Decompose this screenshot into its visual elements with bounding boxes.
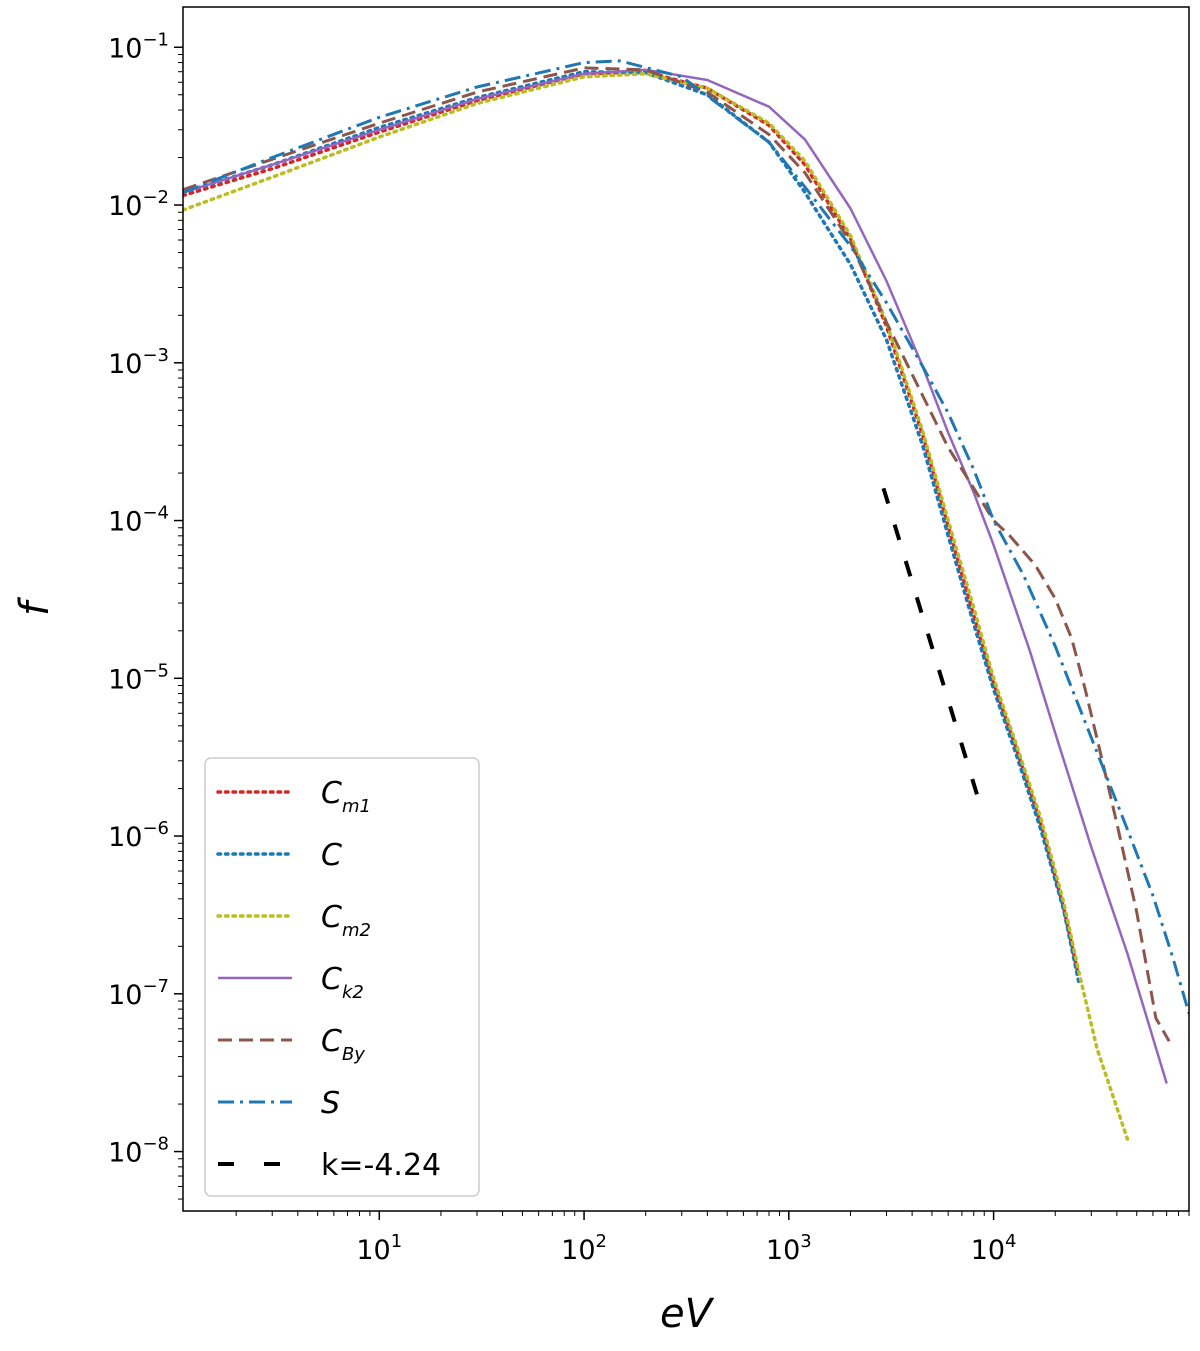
series-c-k2-3 <box>183 68 1168 1084</box>
y-tick-label: 10−5 <box>108 660 169 695</box>
y-axis-label: f <box>12 596 58 616</box>
x-tick-label: 101 <box>356 1231 402 1266</box>
y-tick-label: 10−1 <box>108 29 169 64</box>
legend-label: S <box>321 1086 340 1121</box>
y-tick-label: 10−2 <box>108 187 169 222</box>
y-tick-label: 10−8 <box>108 1134 169 1169</box>
series-c-by-4 <box>183 66 1171 1043</box>
legend-box <box>204 757 480 1197</box>
y-tick-label: 10−4 <box>108 503 169 538</box>
series-k-4-24-6 <box>881 487 984 809</box>
y-tick-label: 10−3 <box>108 345 169 380</box>
legend-label: Cm1 <box>321 776 371 817</box>
x-tick-label: 102 <box>561 1231 607 1266</box>
series-c-1 <box>183 69 1081 984</box>
series-c-m1-0 <box>183 69 1081 978</box>
legend: Cm1 C Cm2 Ck2 CBy Sk=-4.24 <box>204 757 480 1197</box>
x-tick-label: 104 <box>971 1231 1017 1266</box>
y-tick-label: 10−6 <box>108 818 169 853</box>
legend-label: CBy <box>321 1024 365 1065</box>
legend-label: C <box>321 838 342 873</box>
plot-frame <box>182 6 1190 1212</box>
x-axis-label: eV <box>660 1291 715 1337</box>
x-tick-label: 103 <box>766 1231 812 1266</box>
legend-label: Ck2 <box>321 962 364 1003</box>
legend-label: Cm2 <box>321 900 371 941</box>
legend-label: k=-4.24 <box>321 1148 441 1183</box>
y-tick-label: 10−7 <box>108 976 169 1011</box>
